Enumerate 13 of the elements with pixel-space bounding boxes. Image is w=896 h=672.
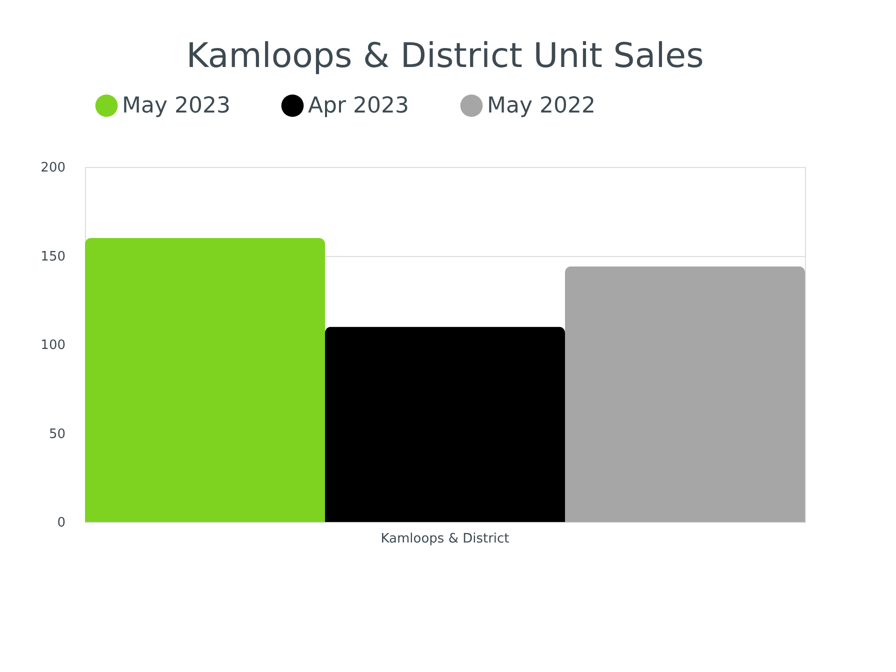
y-tick-label: 100 [40,338,66,353]
bar [85,238,325,522]
y-tick-label: 150 [40,249,66,264]
bar [325,326,565,522]
y-tick-label: 200 [40,160,66,176]
legend-label: May 2023 [122,94,230,119]
bar [565,266,805,522]
y-tick-label: 0 [57,516,66,530]
y-tick-label: 50 [48,426,66,442]
legend-label: May 2022 [487,94,596,119]
x-tick-label: Kamloops & District [380,532,510,546]
legend-label: Apr 2023 [308,94,410,119]
chart-title: Kamloops & District Unit Sales [186,36,704,76]
